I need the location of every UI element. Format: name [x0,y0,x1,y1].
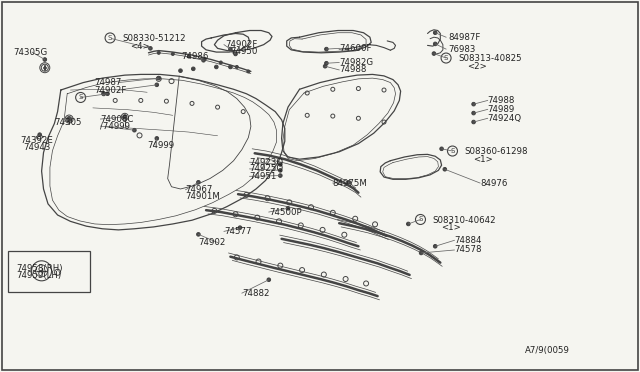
Text: 74923Q: 74923Q [250,158,284,167]
Text: 74986: 74986 [181,52,209,61]
Circle shape [67,117,71,121]
Text: 74924Q: 74924Q [488,114,522,123]
Circle shape [188,55,190,58]
Circle shape [157,51,160,54]
Text: 74882: 74882 [242,289,269,298]
Text: S08360-61298: S08360-61298 [465,147,528,156]
Text: 74958(RH): 74958(RH) [16,264,63,273]
Circle shape [278,174,282,177]
Text: 76983: 76983 [448,45,476,54]
Circle shape [472,111,476,115]
Circle shape [196,180,200,184]
Text: 74988: 74988 [488,96,515,105]
Circle shape [324,47,328,51]
Circle shape [132,128,136,132]
Circle shape [433,244,437,248]
Circle shape [347,180,351,184]
Circle shape [472,120,476,124]
Text: <1>: <1> [474,155,493,164]
Text: S: S [451,148,454,154]
Text: 74943: 74943 [24,143,51,152]
Text: S: S [108,35,112,41]
Text: 74925Q: 74925Q [250,164,284,173]
Circle shape [43,58,47,61]
Text: 74305: 74305 [54,118,82,126]
Text: 74577: 74577 [224,227,252,236]
Circle shape [324,61,328,65]
Circle shape [123,115,127,119]
Bar [8,251,90,292]
Text: 74902F: 74902F [95,86,127,94]
Circle shape [102,92,106,96]
Circle shape [202,58,205,62]
Text: 74989: 74989 [488,105,515,114]
Circle shape [323,64,327,68]
Circle shape [238,226,242,230]
Circle shape [38,133,42,137]
Circle shape [432,52,436,55]
Circle shape [157,76,161,80]
Text: 74951: 74951 [250,172,277,181]
Circle shape [155,137,159,140]
Text: 74500P: 74500P [269,208,301,217]
Circle shape [196,232,200,236]
Circle shape [419,251,423,255]
Circle shape [123,115,127,119]
Circle shape [247,70,250,73]
Text: 74959(LH): 74959(LH) [16,271,61,280]
Text: S: S [419,217,422,222]
Text: S: S [444,55,448,61]
Circle shape [433,31,437,35]
Text: 84975M: 84975M [333,179,367,187]
Circle shape [278,163,282,166]
Text: S: S [79,94,83,100]
Text: 74982G: 74982G [339,58,373,67]
Circle shape [155,83,159,87]
Text: 74999: 74999 [147,141,174,150]
Text: 74902F: 74902F [225,40,258,49]
Text: 74987: 74987 [95,78,122,87]
Circle shape [443,167,447,171]
Circle shape [179,69,182,73]
Circle shape [228,65,232,69]
Text: 74305G: 74305G [13,48,47,57]
Text: A7/9(0059: A7/9(0059 [525,346,570,355]
Circle shape [440,147,444,151]
Text: <1>: <1> [442,223,461,232]
Circle shape [214,65,218,69]
Text: S08310-40642: S08310-40642 [433,216,496,225]
Text: 74967: 74967 [186,185,213,194]
Text: 74950: 74950 [230,47,258,56]
Text: 74901M: 74901M [186,192,220,201]
Circle shape [406,222,410,226]
Circle shape [148,46,152,50]
Text: /74999: /74999 [100,122,131,131]
Circle shape [106,92,109,96]
Text: 74884: 74884 [454,236,482,245]
Circle shape [278,169,282,172]
Text: 84976: 84976 [480,179,508,187]
Circle shape [286,206,290,210]
Text: 74600F: 74600F [339,44,372,53]
Text: 74392E: 74392E [20,136,53,145]
Text: 84987F: 84987F [448,33,481,42]
Circle shape [228,47,232,51]
Circle shape [172,52,174,55]
Text: <2>: <2> [467,62,487,71]
Circle shape [433,42,437,46]
Text: 74902: 74902 [198,238,226,247]
Circle shape [236,65,238,68]
Circle shape [472,102,476,106]
Text: 74988: 74988 [339,65,367,74]
Text: S08313-40825: S08313-40825 [458,54,522,63]
Text: 74906C: 74906C [100,115,134,124]
Circle shape [234,52,237,56]
Text: 74578: 74578 [454,246,482,254]
Circle shape [267,278,271,282]
Text: S08330-51212: S08330-51212 [122,34,186,43]
Circle shape [191,67,195,71]
Circle shape [220,61,222,64]
Text: <4>: <4> [130,42,150,51]
Circle shape [204,57,206,60]
